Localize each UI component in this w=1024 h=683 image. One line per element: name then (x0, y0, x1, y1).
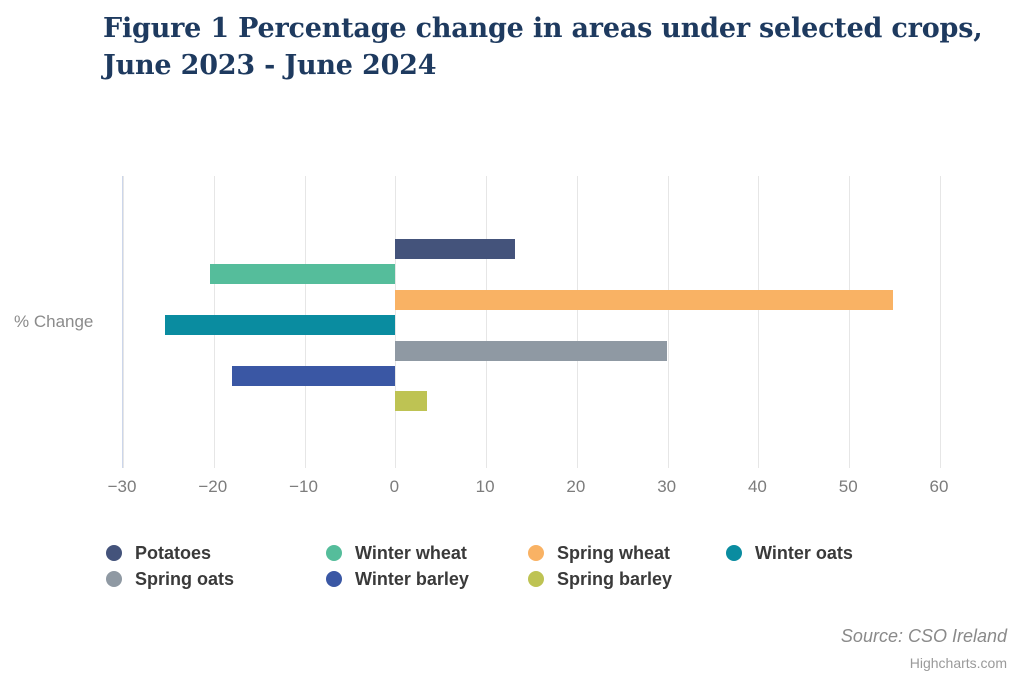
legend-label-spring-wheat: Spring wheat (557, 542, 671, 563)
legend-item-potatoes[interactable]: Potatoes (106, 540, 326, 566)
legend-marker-spring-oats (106, 571, 122, 587)
x-tick-label-40: 40 (747, 477, 767, 496)
legend-marker-winter-barley (326, 571, 342, 587)
legend: Potatoes Winter wheat Spring wheat Winter o… (106, 540, 966, 592)
legend-marker-spring-wheat (528, 545, 544, 561)
legend-label-winter-barley: Winter barley (355, 568, 469, 589)
legend-marker-spring-barley (528, 571, 544, 587)
gridline-0 (395, 176, 397, 468)
gridline-30 (667, 176, 669, 468)
bar-winter-barley[interactable] (231, 366, 396, 386)
x-tick-label-−30: −30 (107, 477, 137, 496)
legend-item-winter-wheat[interactable]: Winter wheat (326, 540, 528, 566)
x-tick-label-10: 10 (475, 477, 495, 496)
y-axis-label: % Change (14, 312, 94, 331)
x-tick-label-50: 50 (838, 477, 858, 496)
gridline-10 (486, 176, 488, 468)
gridline-−30 (123, 176, 124, 468)
legend-marker-winter-oats (726, 545, 742, 561)
bar-winter-oats[interactable] (164, 315, 396, 335)
gridline-40 (758, 176, 760, 468)
legend-marker-winter-wheat (326, 545, 342, 561)
x-tick-label-−10: −10 (289, 477, 318, 496)
chart-title: Figure 1 Percentage change in areas unde… (103, 10, 983, 84)
highcharts-credits-link[interactable]: Highcharts.com (909, 655, 1007, 671)
legend-label-potatoes: Potatoes (135, 542, 212, 563)
x-tick-label-60: 60 (929, 477, 949, 496)
legend-label-spring-barley: Spring barley (557, 568, 673, 589)
bar-winter-wheat[interactable] (210, 264, 396, 284)
x-tick-label-−20: −20 (198, 477, 228, 496)
x-tick-label-30: 30 (657, 477, 677, 496)
chart-title-line2: June 2023 - June 2024 (103, 50, 437, 81)
legend-item-spring-wheat[interactable]: Spring wheat (528, 540, 726, 566)
source-text: Source: CSO Ireland (840, 626, 1007, 646)
legend-item-winter-barley[interactable]: Winter barley (326, 566, 528, 592)
bar-spring-barley[interactable] (395, 391, 428, 411)
legend-item-spring-oats[interactable]: Spring oats (106, 566, 326, 592)
legend-item-winter-oats[interactable]: Winter oats (726, 540, 853, 566)
bar-spring-oats[interactable] (395, 341, 667, 361)
x-tick-label-0: 0 (389, 477, 400, 496)
x-tick-label-20: 20 (566, 477, 586, 496)
legend-label-winter-wheat: Winter wheat (355, 542, 467, 563)
legend-label-winter-oats: Winter oats (755, 542, 853, 563)
plot-area (122, 176, 941, 468)
legend-label-spring-oats: Spring oats (135, 568, 235, 589)
bar-spring-wheat[interactable] (395, 290, 893, 310)
bar-potatoes[interactable] (395, 239, 516, 259)
gridline-50 (849, 176, 851, 468)
legend-marker-potatoes (106, 545, 122, 561)
gridline-60 (940, 176, 941, 468)
legend-item-spring-barley[interactable]: Spring barley (528, 566, 726, 592)
chart-title-line1: Figure 1 Percentage change in areas unde… (103, 13, 983, 44)
gridline-20 (576, 176, 578, 468)
